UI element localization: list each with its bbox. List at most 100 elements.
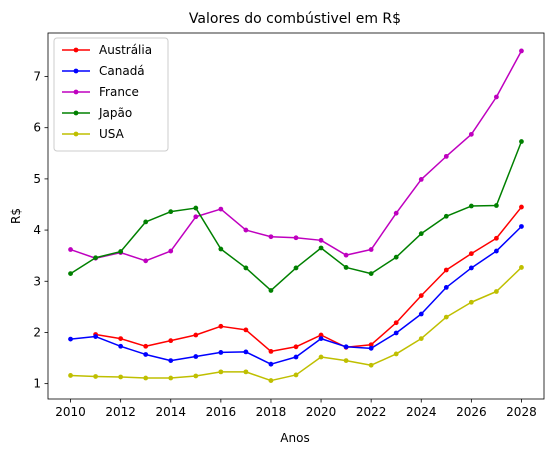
data-point-usa xyxy=(443,314,449,320)
x-tick-label: 2028 xyxy=(506,405,537,419)
data-point-japao xyxy=(519,139,524,144)
data-point-canada xyxy=(293,354,299,360)
data-point-australia xyxy=(218,323,224,329)
data-point-canada xyxy=(168,358,174,364)
x-tick-label: 2014 xyxy=(155,405,186,419)
data-point-australia xyxy=(368,342,374,348)
data-point-australia xyxy=(418,293,424,298)
data-point-canada xyxy=(443,285,449,290)
data-point-japao xyxy=(393,254,399,260)
legend-item-japao: Japão xyxy=(62,106,132,120)
data-point-france xyxy=(468,131,474,137)
data-point-france xyxy=(368,247,374,252)
legend-marker xyxy=(73,131,79,137)
chart-title: Valores do combústivel em R$ xyxy=(189,11,401,27)
legend-marker xyxy=(73,89,79,95)
data-point-usa xyxy=(118,374,124,380)
data-point-usa xyxy=(268,378,274,383)
data-point-usa xyxy=(468,299,474,305)
data-point-canada xyxy=(218,350,224,355)
legend-marker xyxy=(73,47,79,53)
data-point-france xyxy=(519,48,524,54)
data-point-france xyxy=(293,235,299,241)
data-point-canada xyxy=(193,354,199,359)
data-point-canada xyxy=(243,349,249,355)
data-point-canada xyxy=(393,330,399,336)
series-line-australia xyxy=(95,206,523,353)
legend-item-usa: USA xyxy=(62,127,125,141)
y-tick-label: 3 xyxy=(33,274,41,288)
data-point-canada xyxy=(268,361,274,367)
data-point-usa xyxy=(393,351,399,357)
data-point-australia xyxy=(268,348,274,354)
x-axis-label: Anos xyxy=(280,431,309,445)
data-point-canada xyxy=(118,343,124,349)
data-point-france xyxy=(494,94,499,100)
series-usa xyxy=(68,265,524,383)
data-point-france xyxy=(193,214,199,220)
legend-item-canada: Canadá xyxy=(62,64,145,78)
legend-box xyxy=(53,37,169,152)
x-tick-label: 2022 xyxy=(356,405,387,419)
legend-label: Canadá xyxy=(99,64,145,78)
data-point-japao xyxy=(468,203,474,209)
y-tick-label: 5 xyxy=(33,172,41,186)
data-point-japao xyxy=(494,203,499,208)
legend-label: Austrália xyxy=(99,43,152,57)
data-point-japao xyxy=(143,219,149,225)
data-point-australia xyxy=(468,251,474,257)
data-point-canada xyxy=(519,224,524,229)
series-japao xyxy=(68,139,524,293)
data-point-canada xyxy=(318,336,324,341)
data-point-usa xyxy=(494,289,499,294)
data-point-canada xyxy=(494,248,499,254)
data-point-france xyxy=(243,227,249,233)
x-tick-label: 2012 xyxy=(105,405,136,419)
data-point-australia xyxy=(118,336,124,341)
data-point-canada xyxy=(68,336,73,342)
legend-item-australia: Austrália xyxy=(62,43,152,57)
data-point-japao xyxy=(93,255,98,261)
data-point-usa xyxy=(368,362,374,368)
data-point-canada xyxy=(343,344,349,350)
legend-marker xyxy=(73,68,79,74)
data-point-australia xyxy=(494,235,499,241)
data-point-canada xyxy=(93,334,98,339)
data-point-australia xyxy=(168,338,174,344)
data-point-france xyxy=(68,247,73,252)
axes-frame xyxy=(47,32,545,400)
data-point-japao xyxy=(193,205,199,211)
data-point-canada xyxy=(418,311,424,317)
data-point-japao xyxy=(343,265,349,270)
data-point-australia xyxy=(143,343,149,349)
data-point-usa xyxy=(343,358,349,364)
legend-marker xyxy=(73,110,79,116)
data-point-australia xyxy=(443,267,449,273)
data-point-japao xyxy=(68,271,73,276)
data-point-australia xyxy=(193,332,199,338)
data-point-usa xyxy=(318,354,324,360)
data-point-australia xyxy=(243,327,249,333)
x-tick-label: 2016 xyxy=(206,405,237,419)
data-point-usa xyxy=(143,375,149,381)
data-point-usa xyxy=(243,369,249,375)
data-point-usa xyxy=(418,336,424,341)
legend-label: Japão xyxy=(98,106,132,120)
x-tick-label: 2024 xyxy=(406,405,437,419)
data-point-france xyxy=(143,258,149,264)
data-point-usa xyxy=(68,373,73,378)
y-tick-label: 6 xyxy=(33,121,41,135)
data-point-usa xyxy=(168,375,174,381)
data-point-japao xyxy=(243,265,249,271)
data-point-usa xyxy=(519,265,524,270)
data-point-japao xyxy=(318,245,324,251)
y-tick-label: 7 xyxy=(33,70,41,84)
data-point-usa xyxy=(93,374,98,379)
legend-label: France xyxy=(99,85,139,99)
data-point-france xyxy=(343,252,349,258)
x-tick-label: 2026 xyxy=(456,405,487,419)
y-axis-label: R$ xyxy=(9,208,23,224)
legend-item-france: France xyxy=(62,85,139,99)
data-point-france xyxy=(168,248,174,254)
